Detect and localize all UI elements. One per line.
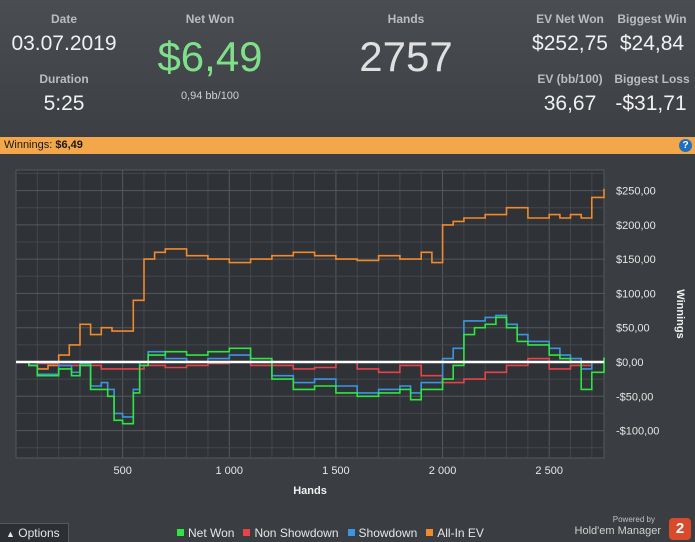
legend-item: Showdown xyxy=(347,526,418,540)
options-button[interactable]: ▲ Options xyxy=(0,523,69,542)
chart-grid xyxy=(16,170,604,458)
brand-name: Hold'em Manager xyxy=(574,525,661,537)
legend-item: All-In EV xyxy=(426,526,484,540)
series-line-all-in-ev xyxy=(16,188,605,370)
y-tick-label: $150,00 xyxy=(616,254,656,266)
x-tick-label: 1 500 xyxy=(322,465,350,477)
net-won-label: Net Won xyxy=(185,12,235,26)
brand-logo: Powered by Hold'em Manager 2 xyxy=(551,515,691,542)
winnings-label: Winnings: xyxy=(4,139,53,151)
legend-item: Non Showdown xyxy=(243,526,339,540)
biggest-loss-value: -$31,71 xyxy=(615,92,687,115)
winnings-chart: $250,00 $200,00 $150,00 $100,00 $50,00 $0,00 -… xyxy=(15,169,686,497)
help-icon[interactable]: ? xyxy=(679,139,692,152)
legend-label: Showdown xyxy=(358,526,418,540)
y-tick-label: -$100,00 xyxy=(616,426,659,438)
x-tick-label: 1 000 xyxy=(216,465,244,477)
winnings-value: $6,49 xyxy=(55,139,83,151)
y-axis-label: Winnings xyxy=(674,289,686,338)
x-tick-label: 2 500 xyxy=(535,465,563,477)
legend-swatch xyxy=(347,529,355,536)
ev-bb100-value: 36,67 xyxy=(543,92,597,115)
date-label: Date xyxy=(50,12,77,26)
powered-by-text: Powered by xyxy=(612,515,655,524)
legend-swatch xyxy=(426,529,434,536)
y-tick-label: $200,00 xyxy=(616,220,656,232)
y-tick-label: $50,00 xyxy=(616,323,650,335)
y-tick-label: -$50,00 xyxy=(616,391,653,403)
series-line-net-won xyxy=(16,316,605,425)
x-axis-ticks: 500 1 000 1 500 2 000 2 500 xyxy=(113,465,562,477)
legend-label: All-In EV xyxy=(437,526,484,540)
x-axis-label: Hands xyxy=(293,485,327,497)
series-line-non-showdown xyxy=(16,357,604,384)
y-tick-label: $0,00 xyxy=(616,357,644,369)
hands-label: Hands xyxy=(387,12,425,26)
bb100-value: 0,94 bb/100 xyxy=(180,90,240,102)
y-tick-label: $250,00 xyxy=(616,186,656,198)
legend-swatch xyxy=(243,529,251,536)
winnings-bar: Winnings: $6,49 xyxy=(0,137,695,154)
chevron-up-icon: ▲ xyxy=(6,529,15,539)
ev-bb100-label: EV (bb/100) xyxy=(537,72,603,86)
plot-area xyxy=(15,169,605,459)
hm2-logo-icon: 2 xyxy=(669,518,691,540)
options-label: Options xyxy=(18,526,60,540)
x-tick-label: 500 xyxy=(113,465,131,477)
ev-net-won-label: EV Net Won xyxy=(536,12,604,26)
date-value: 03.07.2019 xyxy=(11,32,117,55)
chart-legend: Net Won Non Showdown Showdown All-In EV xyxy=(177,526,493,540)
legend-swatch xyxy=(177,529,184,536)
y-tick-label: $100,00 xyxy=(616,288,656,300)
net-won-value: $6,49 xyxy=(157,33,263,80)
x-tick-label: 2 000 xyxy=(429,465,457,477)
duration-label: Duration xyxy=(39,72,89,86)
biggest-win-label: Biggest Win xyxy=(617,12,687,26)
biggest-loss-label: Biggest Loss xyxy=(614,72,690,86)
chart-lines xyxy=(16,188,605,425)
biggest-win-value: $24,84 xyxy=(619,32,685,55)
duration-value: 5:25 xyxy=(43,92,85,115)
y-axis-ticks: $250,00 $200,00 $150,00 $100,00 $50,00 $0,00 -… xyxy=(616,186,659,438)
legend-label: Non Showdown xyxy=(254,526,339,540)
legend-label: Net Won xyxy=(188,526,235,540)
legend-item: Net Won xyxy=(177,526,234,540)
ev-net-won-value: $252,75 xyxy=(532,32,608,55)
stats-panel: Date 03.07.2019 Duration 5:25 Net Won $6… xyxy=(0,0,695,137)
hands-value: 2757 xyxy=(359,33,453,80)
series-line-showdown xyxy=(16,314,605,418)
